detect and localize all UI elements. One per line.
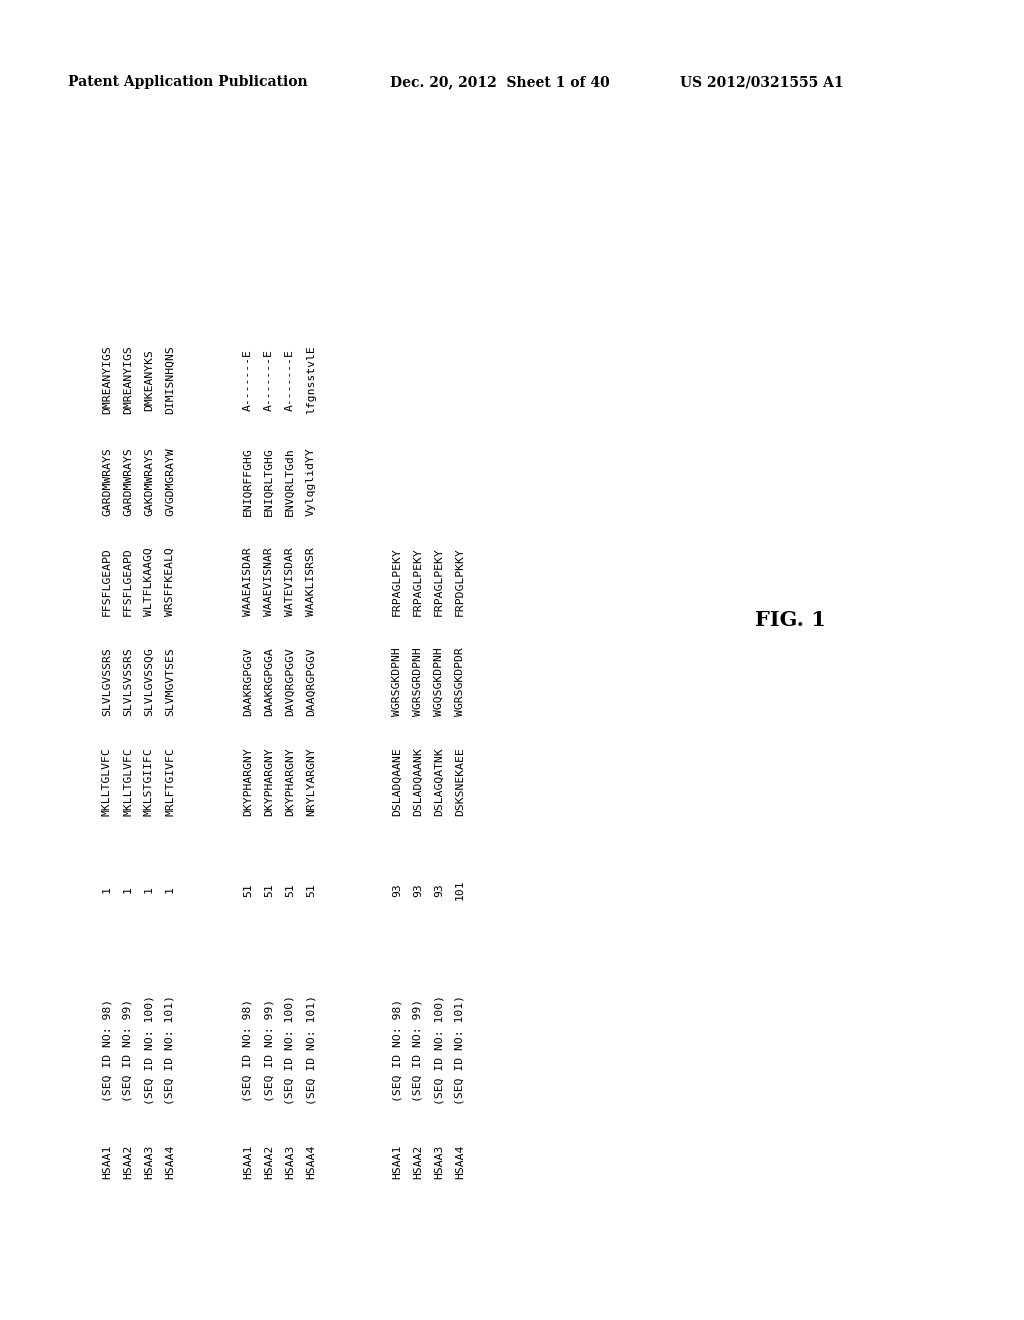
Text: HSAA4: HSAA4 <box>455 1144 465 1179</box>
Text: WGRSGRDPNH: WGRSGRDPNH <box>413 648 423 717</box>
Text: HSAA2: HSAA2 <box>123 1144 133 1179</box>
Text: lfgnsstvlE: lfgnsstvlE <box>306 346 316 414</box>
Text: DKYPHARGNY: DKYPHARGNY <box>264 747 274 816</box>
Text: ENIQRFFGHG: ENIQRFFGHG <box>243 447 253 516</box>
Text: DSKSNEKAEE: DSKSNEKAEE <box>455 747 465 816</box>
Text: WATEVISDAR: WATEVISDAR <box>285 548 295 616</box>
Text: (SEQ ID NO: 101): (SEQ ID NO: 101) <box>306 995 316 1105</box>
Text: VylqglidYY: VylqglidYY <box>306 447 316 516</box>
Text: (SEQ ID NO: 98): (SEQ ID NO: 98) <box>102 998 112 1102</box>
Text: 1: 1 <box>144 887 154 894</box>
Text: SLVLGVSSRS: SLVLGVSSRS <box>102 648 112 717</box>
Text: 51: 51 <box>306 883 316 896</box>
Text: FRPAGLPEKY: FRPAGLPEKY <box>392 548 402 616</box>
Text: FIG. 1: FIG. 1 <box>755 610 825 630</box>
Text: WAAKLISRSR: WAAKLISRSR <box>306 548 316 616</box>
Text: GVGDMGRAYW: GVGDMGRAYW <box>165 447 175 516</box>
Text: MRLFTGIVFC: MRLFTGIVFC <box>165 747 175 816</box>
Text: (SEQ ID NO: 100): (SEQ ID NO: 100) <box>144 995 154 1105</box>
Text: FRPAGLPEKY: FRPAGLPEKY <box>413 548 423 616</box>
Text: WLTFLKAAGQ: WLTFLKAAGQ <box>144 548 154 616</box>
Text: HSAA4: HSAA4 <box>165 1144 175 1179</box>
Text: A-------E: A-------E <box>285 348 295 411</box>
Text: 51: 51 <box>264 883 274 896</box>
Text: ENVQRLTGdh: ENVQRLTGdh <box>285 447 295 516</box>
Text: DAVQRGPGGV: DAVQRGPGGV <box>285 648 295 717</box>
Text: MKLLTGLVFC: MKLLTGLVFC <box>123 747 133 816</box>
Text: HSAA1: HSAA1 <box>392 1144 402 1179</box>
Text: NRYLYARGNY: NRYLYARGNY <box>306 747 316 816</box>
Text: ENIQRLTGHG: ENIQRLTGHG <box>264 447 274 516</box>
Text: Patent Application Publication: Patent Application Publication <box>68 75 307 88</box>
Text: (SEQ ID NO: 98): (SEQ ID NO: 98) <box>392 998 402 1102</box>
Text: (SEQ ID NO: 99): (SEQ ID NO: 99) <box>123 998 133 1102</box>
Text: DAAQRGPGGV: DAAQRGPGGV <box>306 648 316 717</box>
Text: 51: 51 <box>285 883 295 896</box>
Text: HSAA3: HSAA3 <box>285 1144 295 1179</box>
Text: DMREANYIGS: DMREANYIGS <box>123 346 133 414</box>
Text: DSLADQAANE: DSLADQAANE <box>392 747 402 816</box>
Text: (SEQ ID NO: 99): (SEQ ID NO: 99) <box>413 998 423 1102</box>
Text: (SEQ ID NO: 98): (SEQ ID NO: 98) <box>243 998 253 1102</box>
Text: (SEQ ID NO: 100): (SEQ ID NO: 100) <box>285 995 295 1105</box>
Text: US 2012/0321555 A1: US 2012/0321555 A1 <box>680 75 844 88</box>
Text: 93: 93 <box>392 883 402 896</box>
Text: (SEQ ID NO: 99): (SEQ ID NO: 99) <box>264 998 274 1102</box>
Text: DMREANYIGS: DMREANYIGS <box>102 346 112 414</box>
Text: MKLSTGIIFC: MKLSTGIIFC <box>144 747 154 816</box>
Text: SLVLGVSSQG: SLVLGVSSQG <box>144 648 154 717</box>
Text: DAAKRGPGGA: DAAKRGPGGA <box>264 648 274 717</box>
Text: DAAKRGPGGV: DAAKRGPGGV <box>243 648 253 717</box>
Text: DKYPHARGNY: DKYPHARGNY <box>285 747 295 816</box>
Text: GARDMWRAYS: GARDMWRAYS <box>102 447 112 516</box>
Text: GAKDMWRAYS: GAKDMWRAYS <box>144 447 154 516</box>
Text: FFSFLGEAPD: FFSFLGEAPD <box>102 548 112 616</box>
Text: FRPAGLPEKY: FRPAGLPEKY <box>434 548 444 616</box>
Text: 93: 93 <box>413 883 423 896</box>
Text: 1: 1 <box>102 887 112 894</box>
Text: HSAA3: HSAA3 <box>434 1144 444 1179</box>
Text: HSAA4: HSAA4 <box>306 1144 316 1179</box>
Text: (SEQ ID NO: 101): (SEQ ID NO: 101) <box>165 995 175 1105</box>
Text: 93: 93 <box>434 883 444 896</box>
Text: A-------E: A-------E <box>243 348 253 411</box>
Text: SLVLSVSSRS: SLVLSVSSRS <box>123 648 133 717</box>
Text: HSAA1: HSAA1 <box>102 1144 112 1179</box>
Text: WGRSGKDPDR: WGRSGKDPDR <box>455 648 465 717</box>
Text: WAAEVISNAR: WAAEVISNAR <box>264 548 274 616</box>
Text: Dec. 20, 2012  Sheet 1 of 40: Dec. 20, 2012 Sheet 1 of 40 <box>390 75 609 88</box>
Text: HSAA3: HSAA3 <box>144 1144 154 1179</box>
Text: DMKEANYKS: DMKEANYKS <box>144 348 154 411</box>
Text: WAAEAISDAR: WAAEAISDAR <box>243 548 253 616</box>
Text: WGQSGKDPNH: WGQSGKDPNH <box>434 648 444 717</box>
Text: DKYPHARGNY: DKYPHARGNY <box>243 747 253 816</box>
Text: DSLADQAANK: DSLADQAANK <box>413 747 423 816</box>
Text: DSLAGQATNK: DSLAGQATNK <box>434 747 444 816</box>
Text: A-------E: A-------E <box>264 348 274 411</box>
Text: WGRSGKDPNH: WGRSGKDPNH <box>392 648 402 717</box>
Text: FRPDGLPKKY: FRPDGLPKKY <box>455 548 465 616</box>
Text: GARDMWRAYS: GARDMWRAYS <box>123 447 133 516</box>
Text: 51: 51 <box>243 883 253 896</box>
Text: (SEQ ID NO: 101): (SEQ ID NO: 101) <box>455 995 465 1105</box>
Text: 1: 1 <box>123 887 133 894</box>
Text: MKLLTGLVFC: MKLLTGLVFC <box>102 747 112 816</box>
Text: 1: 1 <box>165 887 175 894</box>
Text: (SEQ ID NO: 100): (SEQ ID NO: 100) <box>434 995 444 1105</box>
Text: DIMISNHQNS: DIMISNHQNS <box>165 346 175 414</box>
Text: WRSFFKEALQ: WRSFFKEALQ <box>165 548 175 616</box>
Text: SLVMGVTSES: SLVMGVTSES <box>165 648 175 717</box>
Text: HSAA2: HSAA2 <box>413 1144 423 1179</box>
Text: FFSFLGEAPD: FFSFLGEAPD <box>123 548 133 616</box>
Text: HSAA1: HSAA1 <box>243 1144 253 1179</box>
Text: HSAA2: HSAA2 <box>264 1144 274 1179</box>
Text: 101: 101 <box>455 879 465 900</box>
